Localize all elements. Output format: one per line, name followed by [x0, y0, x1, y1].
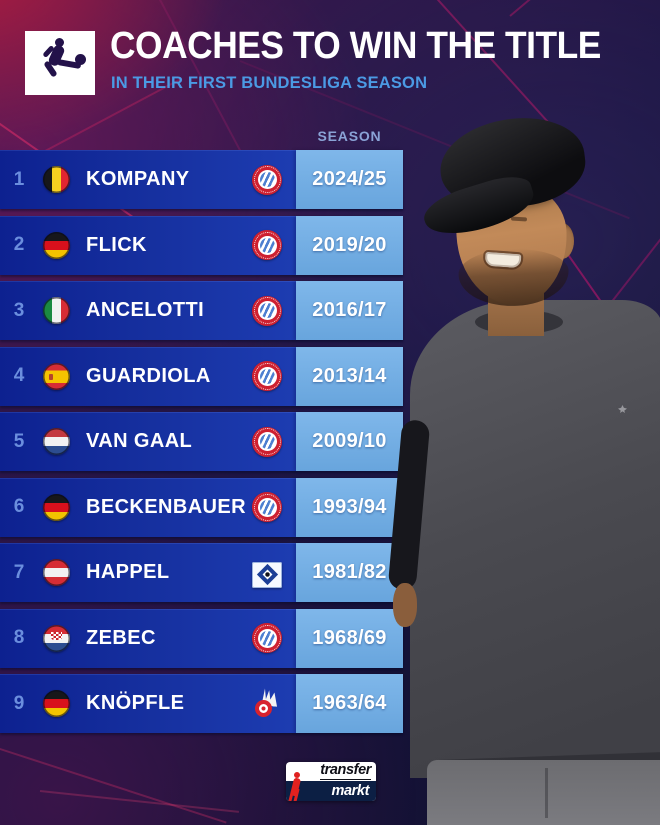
season-value: 1963/64 [296, 674, 403, 733]
rank-number: 5 [13, 430, 25, 452]
decor-line [429, 0, 572, 148]
rank-number: 9 [13, 692, 25, 714]
rank-number: 1 [13, 168, 25, 190]
rank-number: 6 [13, 496, 25, 517]
trousers [427, 760, 660, 825]
club-hamburger-sv-icon [252, 561, 282, 588]
decor-line [39, 790, 240, 813]
coach-name: ANCELOTTI [86, 299, 205, 321]
decor-line [509, 0, 660, 17]
decor-line [584, 209, 660, 337]
club-bayern-munich-icon [252, 230, 282, 260]
decor-line [0, 735, 227, 824]
season-column-header: SEASON [317, 128, 382, 144]
transfermarkt-wordmark-bottom: markt [286, 781, 376, 801]
adidas-trefoil-icon [618, 405, 627, 413]
rank-number: 7 [13, 561, 25, 583]
eyebrow [476, 217, 494, 225]
page-subtitle: IN THEIR FIRST BUNDESLIGA SEASON [111, 73, 428, 92]
flag-austria-icon [43, 559, 70, 586]
flag-germany-icon [43, 690, 70, 717]
flag-spain-icon [43, 362, 70, 390]
club-bayern-munich-icon [252, 623, 282, 653]
coach-name: HAPPEL [86, 561, 170, 583]
table-row: 2 FLICK 2019/20 [0, 215, 403, 275]
table-row: 3 ANCELOTTI 2016/17 [0, 281, 403, 340]
coach-name: KOMPANY [86, 168, 190, 190]
transfermarkt-wordmark-top: transfer [320, 762, 371, 780]
table-row: 6 BECKENBAUER 1993/94 [0, 477, 403, 537]
rank-number: 2 [13, 234, 25, 255]
collar [475, 310, 563, 334]
neck [488, 290, 544, 336]
season-value: 1981/82 [296, 543, 403, 602]
flag-croatia-icon [43, 624, 70, 652]
flag-netherlands-icon [43, 428, 70, 455]
season-value: 2016/17 [296, 281, 403, 340]
bundesliga-player-icon [55, 38, 64, 47]
rank-number: 8 [13, 627, 25, 648]
coaches-table: 1 KOMPANY 2024/25 2 FLICK 2019/20 3 ANCE… [0, 150, 403, 733]
club-bayern-munich-icon [252, 361, 282, 391]
coach-name: FLICK [86, 233, 147, 256]
cap [435, 110, 590, 216]
club-bayern-munich-icon [252, 426, 282, 457]
transfermarkt-logo: transfer markt [286, 762, 376, 801]
tshirt [410, 300, 660, 778]
kompany-photo [385, 105, 660, 825]
season-value: 2013/14 [296, 346, 403, 406]
table-row: 5 VAN GAAL 2009/10 [0, 412, 403, 471]
flag-belgium-icon [43, 166, 70, 193]
coach-name: GUARDIOLA [86, 364, 211, 387]
table-row: 1 KOMPANY 2024/25 [0, 150, 403, 209]
club-bayern-munich-icon [252, 164, 282, 195]
flag-germany-icon [43, 231, 70, 259]
coach-name: VAN GAAL [86, 430, 193, 452]
eyebrow [510, 216, 528, 222]
season-value: 2024/25 [296, 150, 403, 209]
coach-name: ZEBEC [86, 626, 156, 649]
face [453, 178, 571, 308]
transfermarkt-runner-icon [290, 772, 302, 798]
club-bayern-munich-icon [252, 492, 282, 522]
ball-icon [75, 54, 86, 65]
flag-germany-icon [43, 493, 70, 521]
table-row: 4 GUARDIOLA 2013/14 [0, 346, 403, 406]
bundesliga-logo [25, 31, 95, 95]
season-value: 2009/10 [296, 412, 403, 471]
decor-line [554, 235, 660, 401]
table-row: 9 KNÖPFLE 1963/64 [0, 674, 403, 733]
season-value: 2019/20 [296, 215, 403, 275]
coach-name: BECKENBAUER [86, 495, 246, 518]
club-bayern-munich-icon [252, 295, 282, 326]
cap-brim [419, 169, 539, 245]
table-row: 7 HAPPEL 1981/82 [0, 543, 403, 602]
smile [484, 251, 522, 269]
page-title: COACHES TO WIN THE TITLE [110, 25, 601, 67]
table-row: 8 ZEBEC 1968/69 [0, 608, 403, 668]
rank-number: 3 [13, 299, 25, 321]
rank-number: 4 [13, 365, 25, 386]
club-fc-koln-icon [252, 689, 282, 719]
season-value: 1968/69 [296, 608, 403, 668]
flag-italy-icon [43, 297, 70, 324]
coach-name: KNÖPFLE [86, 692, 185, 714]
season-value: 1993/94 [296, 477, 403, 537]
ear [550, 223, 574, 259]
